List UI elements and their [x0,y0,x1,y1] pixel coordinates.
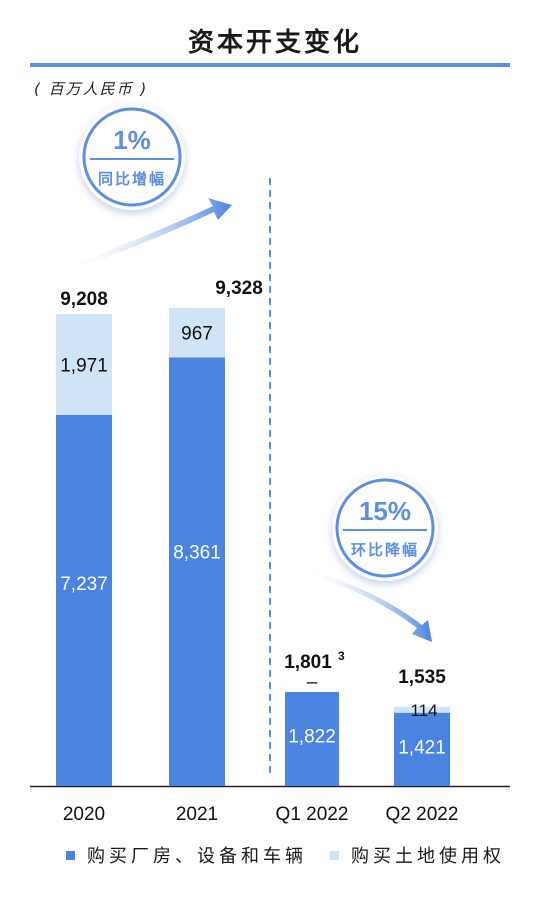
callout-ring-yoy [82,107,182,207]
legend-item-ppe: 购买厂房、设备和车辆 [66,842,307,868]
value-label-land-2021: 967 [181,324,213,345]
value-label-land-q1-2022: – [307,672,318,693]
total-label-q2-2022: 1,535 [398,667,446,688]
callout-ring-qoq [335,478,435,578]
value-label-land-q2-2022: 114 [410,701,437,720]
chart-title: 资本开支变化 [187,28,362,58]
legend: 购买厂房、设备和车辆 购买土地使用权 [66,842,526,872]
total-label-q1-2022: 1,801 [284,652,332,673]
category-label-q1-2022: Q1 2022 [276,804,349,825]
legend-label-land: 购买土地使用权 [351,846,505,867]
category-label-2021: 2021 [176,804,218,825]
bar-ppe-2020 [56,415,112,786]
legend-swatch-land [330,850,339,860]
bar-ppe-q1-2022 [285,692,339,786]
legend-item-land: 购买土地使用权 [330,842,505,868]
value-label-ppe-2020: 7,237 [60,574,108,595]
callout-value-yoy: 1% [113,125,151,155]
callout-caption-qoq: 环比降幅 [351,541,419,559]
legend-swatch-ppe [66,850,75,860]
growth-arrow [62,198,232,272]
value-label-land-2020: 1,971 [60,355,108,376]
unit-label: ( 百万人民币 ) [34,80,149,98]
value-label-ppe-2021: 8,361 [173,542,221,563]
bar-land-q2-2022 [394,706,450,713]
callout-caption-yoy: 同比增幅 [98,170,166,188]
bar-ppe-q2-2022 [394,712,450,786]
callout-value-qoq: 15% [359,496,411,526]
decline-arrow [300,568,432,642]
bar-ppe-2021 [169,357,225,786]
total-label-2020: 9,208 [60,289,108,310]
bar-land-2020 [56,313,112,415]
category-label-2020: 2020 [63,804,105,825]
bar-land-2021 [169,307,225,358]
footnote-marker-q1-2022: 3 [338,649,345,663]
category-label-q2-2022: Q2 2022 [386,804,459,825]
title-underline [30,63,510,67]
value-label-ppe-q2-2022: 1,421 [398,738,446,759]
legend-label-ppe: 购买厂房、设备和车辆 [87,846,307,867]
value-label-ppe-q1-2022: 1,822 [288,726,336,747]
total-label-2021: 9,328 [215,278,263,299]
